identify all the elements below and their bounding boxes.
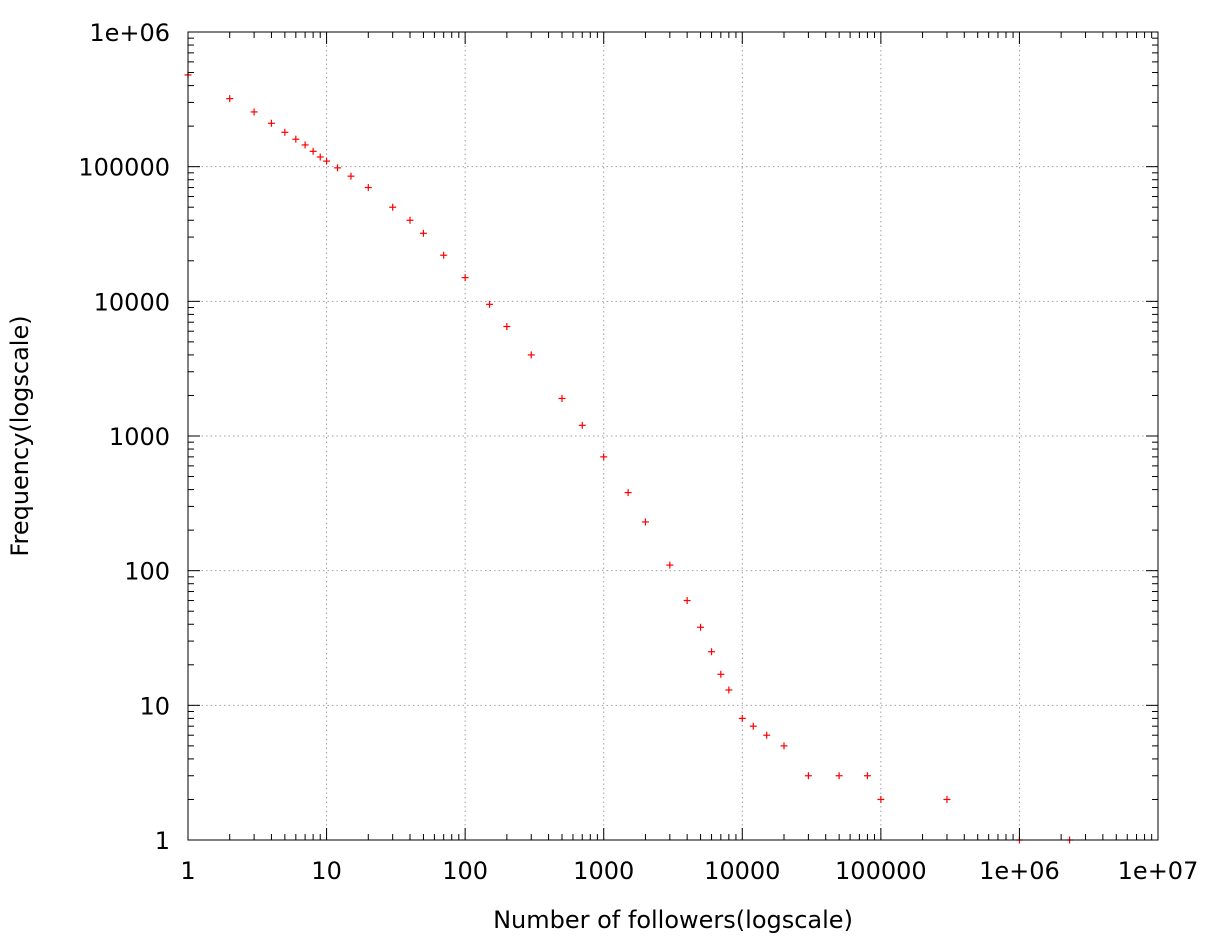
data-point [309, 147, 317, 155]
y-tick-label: 1e+06 [89, 19, 170, 47]
data-point [486, 300, 494, 308]
data-point [708, 648, 716, 656]
data-point [578, 421, 586, 429]
x-tick-label: 10 [311, 857, 342, 885]
x-tick-labels: 1 10 100 1000 10000 100000 1e+06 1e+07 [180, 857, 1198, 885]
data-point [461, 274, 469, 282]
data-point [641, 518, 649, 526]
axis-ticks [187, 31, 1159, 841]
y-tick-label: 1 [155, 827, 170, 855]
data-points [184, 71, 1074, 844]
data-point [226, 95, 234, 103]
data-point [316, 153, 324, 161]
data-point [763, 731, 771, 739]
y-tick-label: 10 [139, 692, 170, 720]
data-point [250, 108, 258, 116]
data-point [725, 686, 733, 694]
data-point [683, 597, 691, 605]
data-point [780, 742, 788, 750]
x-tick-label: 100 [442, 857, 488, 885]
x-tick-label: 1 [180, 857, 195, 885]
x-tick-label: 100000 [835, 857, 927, 885]
data-point [863, 772, 871, 780]
data-point [281, 128, 289, 136]
data-point [292, 135, 300, 143]
data-point [558, 394, 566, 402]
data-point [738, 714, 746, 722]
data-point [527, 351, 535, 359]
data-point [503, 323, 511, 331]
x-tick-label: 1e+06 [979, 857, 1060, 885]
data-point [697, 623, 705, 631]
y-tick-label: 1000 [109, 423, 170, 451]
data-point [600, 453, 608, 461]
data-point [419, 229, 427, 237]
y-tick-label: 100000 [78, 154, 170, 182]
data-point [717, 670, 725, 678]
x-axis-title: Number of followers(logscale) [493, 906, 853, 934]
x-tick-label: 10000 [704, 857, 780, 885]
y-tick-label: 100 [124, 558, 170, 586]
data-point [877, 795, 885, 803]
x-tick-label: 1e+07 [1118, 857, 1199, 885]
data-point [624, 489, 632, 497]
data-point [943, 795, 951, 803]
data-point [347, 172, 355, 180]
y-axis-title: Frequency(logscale) [6, 315, 34, 556]
x-tick-label: 1000 [573, 857, 634, 885]
data-point [323, 157, 331, 165]
data-point [666, 561, 674, 569]
data-point [334, 164, 342, 172]
data-point [301, 141, 309, 149]
y-tick-label: 10000 [94, 288, 170, 316]
y-tick-labels: 1 10 100 1000 10000 100000 1e+06 [78, 19, 170, 855]
data-point [406, 216, 414, 224]
data-point [835, 772, 843, 780]
data-point [440, 251, 448, 259]
data-point [804, 772, 812, 780]
gridlines [188, 32, 1158, 840]
data-point [364, 184, 372, 192]
data-point [389, 203, 397, 211]
data-point [749, 722, 757, 730]
data-point [267, 119, 275, 127]
